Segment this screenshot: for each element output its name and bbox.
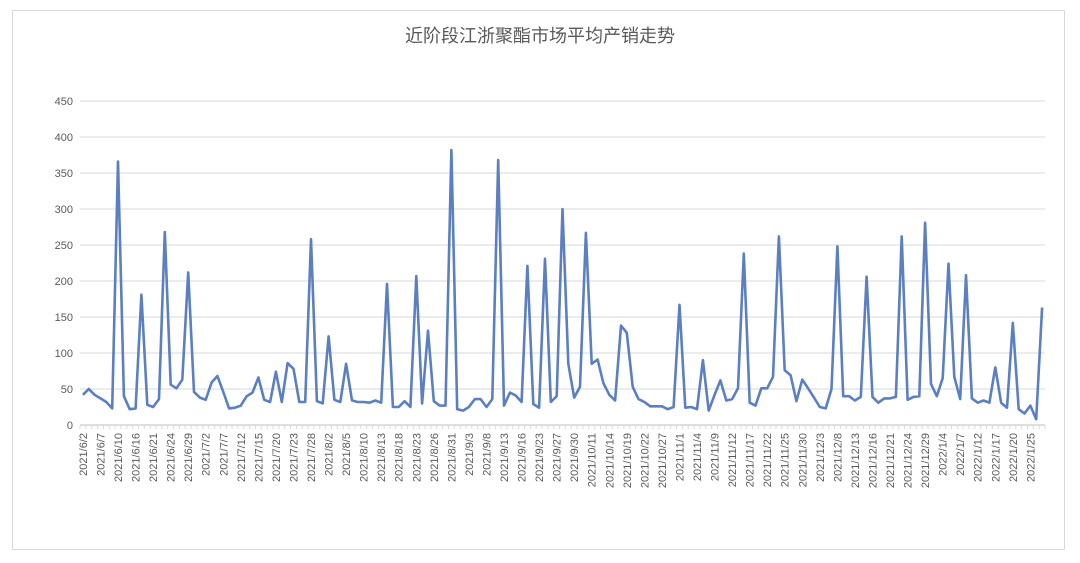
x-tick-label: 2022/1/12: [973, 433, 985, 482]
y-tick-label: 200: [55, 276, 73, 288]
x-tick-label: 2021/8/13: [376, 433, 388, 482]
y-tick-label: 350: [55, 168, 73, 180]
x-tick-label: 2021/8/2: [324, 433, 336, 476]
x-tick-label: 2021/12/21: [885, 433, 897, 488]
x-tick-label: 2021/7/12: [236, 433, 248, 482]
x-tick-label: 2022/1/17: [990, 433, 1002, 482]
x-tick-label: 2021/11/4: [692, 433, 704, 481]
x-tick-label: 2021/8/5: [341, 433, 353, 476]
x-tick-label: 2021/11/17: [745, 433, 757, 487]
x-tick-label: 2021/7/23: [288, 433, 300, 482]
y-tick-label: 400: [55, 132, 73, 144]
x-tick-label: 2021/7/28: [306, 433, 318, 482]
y-tick-label: 150: [55, 312, 73, 324]
x-tick-label: 2021/12/24: [903, 433, 915, 488]
x-tick-label: 2021/7/2: [201, 433, 213, 476]
x-tick-label: 2021/6/10: [113, 433, 125, 482]
x-tick-label: 2021/11/1: [674, 433, 686, 481]
x-tick-label: 2021/12/16: [867, 433, 879, 488]
x-tick-label: 2022/1/7: [955, 433, 967, 476]
x-tick-label: 2021/6/29: [183, 433, 195, 482]
y-tick-label: 250: [55, 240, 73, 252]
x-tick-label: 2021/11/25: [780, 433, 792, 487]
y-tick-label: 0: [67, 420, 73, 432]
x-tick-label: 2021/8/18: [394, 433, 406, 482]
x-tick-label: 2021/10/14: [604, 433, 616, 488]
y-tick-label: 100: [55, 348, 73, 360]
chart-title: 近阶段江浙聚酯市场平均产销走势: [405, 26, 675, 47]
x-tick-label: 2021/12/29: [920, 433, 932, 488]
x-tick-label: 2021/10/11: [587, 433, 599, 487]
x-tick-label: 2021/6/2: [78, 433, 90, 476]
chart-frame: [12, 10, 1065, 550]
x-tick-label: 2021/10/22: [639, 433, 651, 488]
x-tick-label: 2021/12/3: [815, 433, 827, 482]
x-tick-label: 2021/8/10: [359, 433, 371, 482]
y-tick-label: 450: [55, 96, 73, 108]
x-tick-label: 2022/1/4: [938, 433, 950, 476]
x-tick-label: 2021/9/16: [517, 433, 529, 482]
x-tick-label: 2021/7/7: [218, 433, 230, 476]
x-tick-label: 2021/7/20: [271, 433, 283, 482]
x-tick-label: 2021/8/26: [429, 433, 441, 482]
x-tick-label: 2021/9/27: [552, 433, 564, 482]
x-tick-label: 2022/1/20: [1008, 433, 1020, 482]
x-tick-label: 2021/11/30: [797, 433, 809, 487]
x-tick-label: 2021/11/9: [710, 433, 722, 481]
x-tick-label: 2021/6/16: [131, 433, 143, 482]
x-tick-label: 2021/12/13: [850, 433, 862, 488]
x-tick-label: 2021/10/27: [657, 433, 669, 488]
y-tick-label: 300: [55, 204, 73, 216]
x-tick-label: 2021/8/31: [446, 433, 458, 482]
x-tick-label: 2021/9/13: [499, 433, 511, 482]
series-line: [81, 148, 1044, 421]
x-tick-label: 2021/8/23: [411, 433, 423, 482]
x-tick-label: 2021/9/3: [464, 433, 476, 476]
x-tick-label: 2021/6/21: [148, 433, 160, 482]
y-tick-label: 50: [61, 384, 73, 396]
x-tick-label: 2021/9/30: [569, 433, 581, 482]
x-tick-label: 2021/10/19: [622, 433, 634, 488]
x-tick-label: 2021/6/7: [95, 433, 107, 476]
x-tick-label: 2021/9/8: [481, 433, 493, 476]
x-tick-label: 2021/9/23: [534, 433, 546, 482]
x-tick-label: 2022/1/25: [1025, 433, 1037, 482]
x-tick-label: 2021/11/22: [762, 433, 774, 487]
x-tick-label: 2021/11/12: [727, 433, 739, 487]
x-tick-label: 2021/12/8: [832, 433, 844, 482]
x-tick-label: 2021/7/15: [253, 433, 265, 482]
x-tick-label: 2021/6/24: [166, 433, 178, 482]
